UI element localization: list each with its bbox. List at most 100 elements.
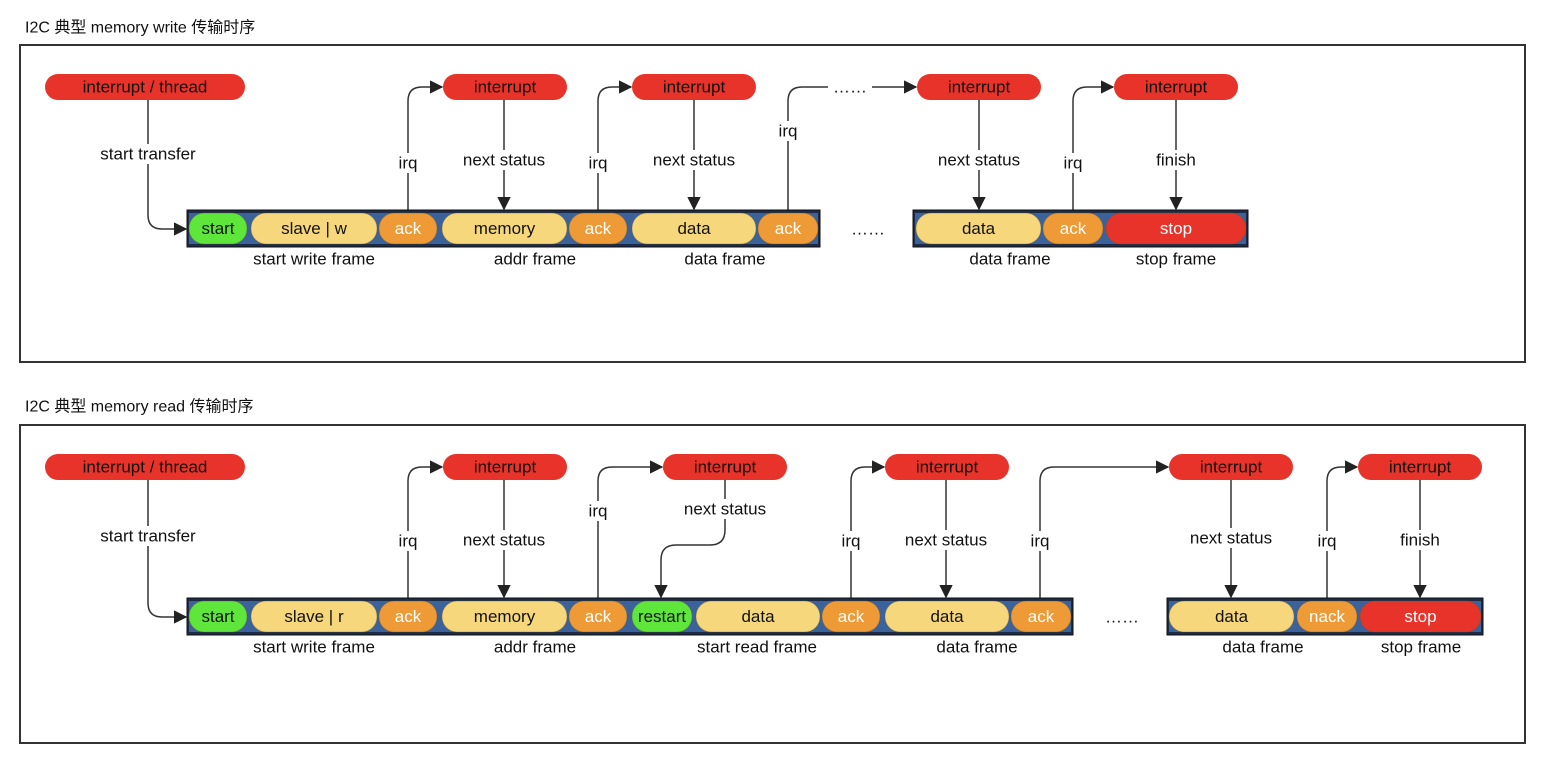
connector-arrow bbox=[787, 86, 828, 210]
ellipsis: …… bbox=[833, 78, 867, 97]
label-bg bbox=[451, 530, 557, 550]
label-bg bbox=[1310, 531, 1344, 551]
segment-start bbox=[188, 212, 248, 245]
segment-ack bbox=[757, 212, 819, 245]
edge-label: next status bbox=[684, 500, 766, 519]
edge-label: irq bbox=[1064, 154, 1083, 173]
label-bg bbox=[672, 499, 778, 519]
edge-label: irq bbox=[1318, 532, 1337, 551]
segment-field bbox=[441, 212, 568, 245]
label-bg bbox=[581, 501, 615, 521]
label-bg bbox=[1023, 531, 1057, 551]
section-frame bbox=[19, 44, 1526, 363]
segment-label: stop bbox=[1160, 219, 1192, 238]
connector-arrow bbox=[147, 480, 188, 624]
interrupt-label: interrupt / thread bbox=[83, 78, 208, 97]
label-bg bbox=[893, 530, 999, 550]
interrupt-node bbox=[1114, 74, 1238, 100]
connector-arrow bbox=[1326, 460, 1359, 598]
interrupt-label: interrupt bbox=[474, 458, 537, 477]
interrupt-label: interrupt bbox=[948, 78, 1011, 97]
edge-label: irq bbox=[779, 122, 798, 141]
interrupt-label: interrupt bbox=[663, 78, 726, 97]
frame-label: start read frame bbox=[697, 638, 817, 657]
edge-label: irq bbox=[589, 502, 608, 521]
interrupt-label: interrupt bbox=[474, 78, 537, 97]
label-bg bbox=[834, 531, 868, 551]
segment-field bbox=[695, 600, 821, 633]
label-bg bbox=[82, 526, 214, 546]
segment-ack bbox=[1010, 600, 1072, 633]
edge-label: irq bbox=[842, 532, 861, 551]
segment-label: restart bbox=[638, 607, 686, 626]
edge-label: irq bbox=[1031, 532, 1050, 551]
label-bg bbox=[1178, 528, 1284, 548]
interrupt-label: interrupt bbox=[1200, 458, 1263, 477]
edge-label: start transfer bbox=[100, 527, 196, 546]
segment-ack bbox=[568, 600, 628, 633]
segment-label: data bbox=[741, 607, 775, 626]
segment-stop bbox=[1359, 600, 1482, 633]
segment-label: slave | w bbox=[281, 219, 348, 238]
interrupt-node bbox=[885, 454, 1009, 480]
segment-label: ack bbox=[1060, 219, 1087, 238]
connector-arrow bbox=[147, 100, 188, 236]
connector-arrow bbox=[597, 460, 664, 598]
connector-arrow bbox=[850, 460, 886, 598]
section-title: I2C 典型 memory read 传输时序 bbox=[25, 398, 254, 416]
edge-label: next status bbox=[653, 151, 735, 170]
segment-label: data bbox=[962, 219, 996, 238]
connector-arrow bbox=[407, 460, 444, 598]
connector-arrow bbox=[597, 80, 633, 210]
segment-ack bbox=[1042, 212, 1104, 245]
label-bg bbox=[771, 121, 805, 141]
edge-label: irq bbox=[399, 532, 418, 551]
interrupt-label: interrupt / thread bbox=[83, 458, 208, 477]
interrupt-node bbox=[917, 74, 1041, 100]
interrupt-node bbox=[663, 454, 787, 480]
label-bg bbox=[926, 150, 1032, 170]
segment-field bbox=[250, 212, 378, 245]
label-bg bbox=[1056, 153, 1090, 173]
section-memory-read: I2C 典型 memory read 传输时序 start transfer irq… bbox=[19, 398, 1526, 744]
interrupt-thread-node bbox=[45, 74, 245, 100]
frame-label: stop frame bbox=[1136, 250, 1216, 269]
interrupt-label: interrupt bbox=[1145, 78, 1208, 97]
interrupt-label: interrupt bbox=[916, 458, 979, 477]
segment-label: slave | r bbox=[284, 607, 344, 626]
segment-label: ack bbox=[395, 219, 422, 238]
segment-label: data bbox=[930, 607, 964, 626]
segment-ack bbox=[821, 600, 881, 633]
edge-label: next status bbox=[905, 531, 987, 550]
segment-field bbox=[250, 600, 378, 633]
segment-label: memory bbox=[474, 607, 536, 626]
interrupt-node bbox=[1358, 454, 1482, 480]
edge-label: irq bbox=[589, 154, 608, 173]
section-title: I2C 典型 memory write 传输时序 bbox=[25, 19, 255, 37]
segment-label: nack bbox=[1309, 607, 1345, 626]
label-bg bbox=[581, 153, 615, 173]
segment-label: ack bbox=[838, 607, 865, 626]
interrupt-node bbox=[632, 74, 756, 100]
interrupt-node bbox=[1169, 454, 1293, 480]
interrupt-label: interrupt bbox=[1389, 458, 1452, 477]
segment-label: start bbox=[201, 219, 234, 238]
interrupt-thread-node bbox=[45, 454, 245, 480]
connector-arrow bbox=[1072, 80, 1115, 210]
interrupt-label: interrupt bbox=[694, 458, 757, 477]
section-memory-write: I2C 典型 memory write 传输时序 start transfer ir… bbox=[19, 19, 1526, 363]
segment-field bbox=[915, 212, 1042, 245]
segment-ack bbox=[378, 600, 438, 633]
ellipsis: …… bbox=[1105, 608, 1139, 627]
label-bg bbox=[1146, 150, 1206, 170]
segment-field bbox=[1168, 600, 1295, 633]
segment-label: ack bbox=[395, 607, 422, 626]
frame-label: start write frame bbox=[253, 250, 375, 269]
segment-ack bbox=[378, 212, 438, 245]
label-bg bbox=[82, 144, 214, 164]
segment-label: stop bbox=[1404, 607, 1436, 626]
edge-label: finish bbox=[1400, 531, 1440, 550]
edge-label: next status bbox=[463, 531, 545, 550]
frame-label: addr frame bbox=[494, 638, 576, 657]
